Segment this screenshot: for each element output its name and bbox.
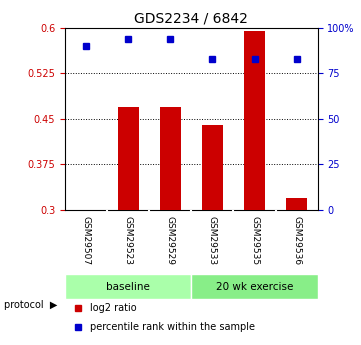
Text: GSM29523: GSM29523: [124, 216, 132, 265]
Text: 20 wk exercise: 20 wk exercise: [216, 282, 293, 292]
Text: log2 ratio: log2 ratio: [90, 303, 137, 313]
Bar: [286, 198, 307, 210]
Text: GSM29507: GSM29507: [82, 216, 91, 266]
Bar: [202, 125, 223, 210]
Text: percentile rank within the sample: percentile rank within the sample: [90, 322, 255, 332]
Bar: [160, 107, 181, 210]
FancyBboxPatch shape: [191, 274, 318, 299]
Text: GSM29529: GSM29529: [166, 216, 175, 265]
Text: GSM29535: GSM29535: [250, 216, 259, 266]
Text: protocol  ▶: protocol ▶: [4, 300, 57, 310]
Text: baseline: baseline: [106, 282, 150, 292]
Title: GDS2234 / 6842: GDS2234 / 6842: [134, 11, 248, 25]
FancyBboxPatch shape: [65, 274, 191, 299]
Bar: [118, 107, 139, 210]
Text: GSM29533: GSM29533: [208, 216, 217, 266]
Bar: [244, 31, 265, 210]
Text: GSM29536: GSM29536: [292, 216, 301, 266]
